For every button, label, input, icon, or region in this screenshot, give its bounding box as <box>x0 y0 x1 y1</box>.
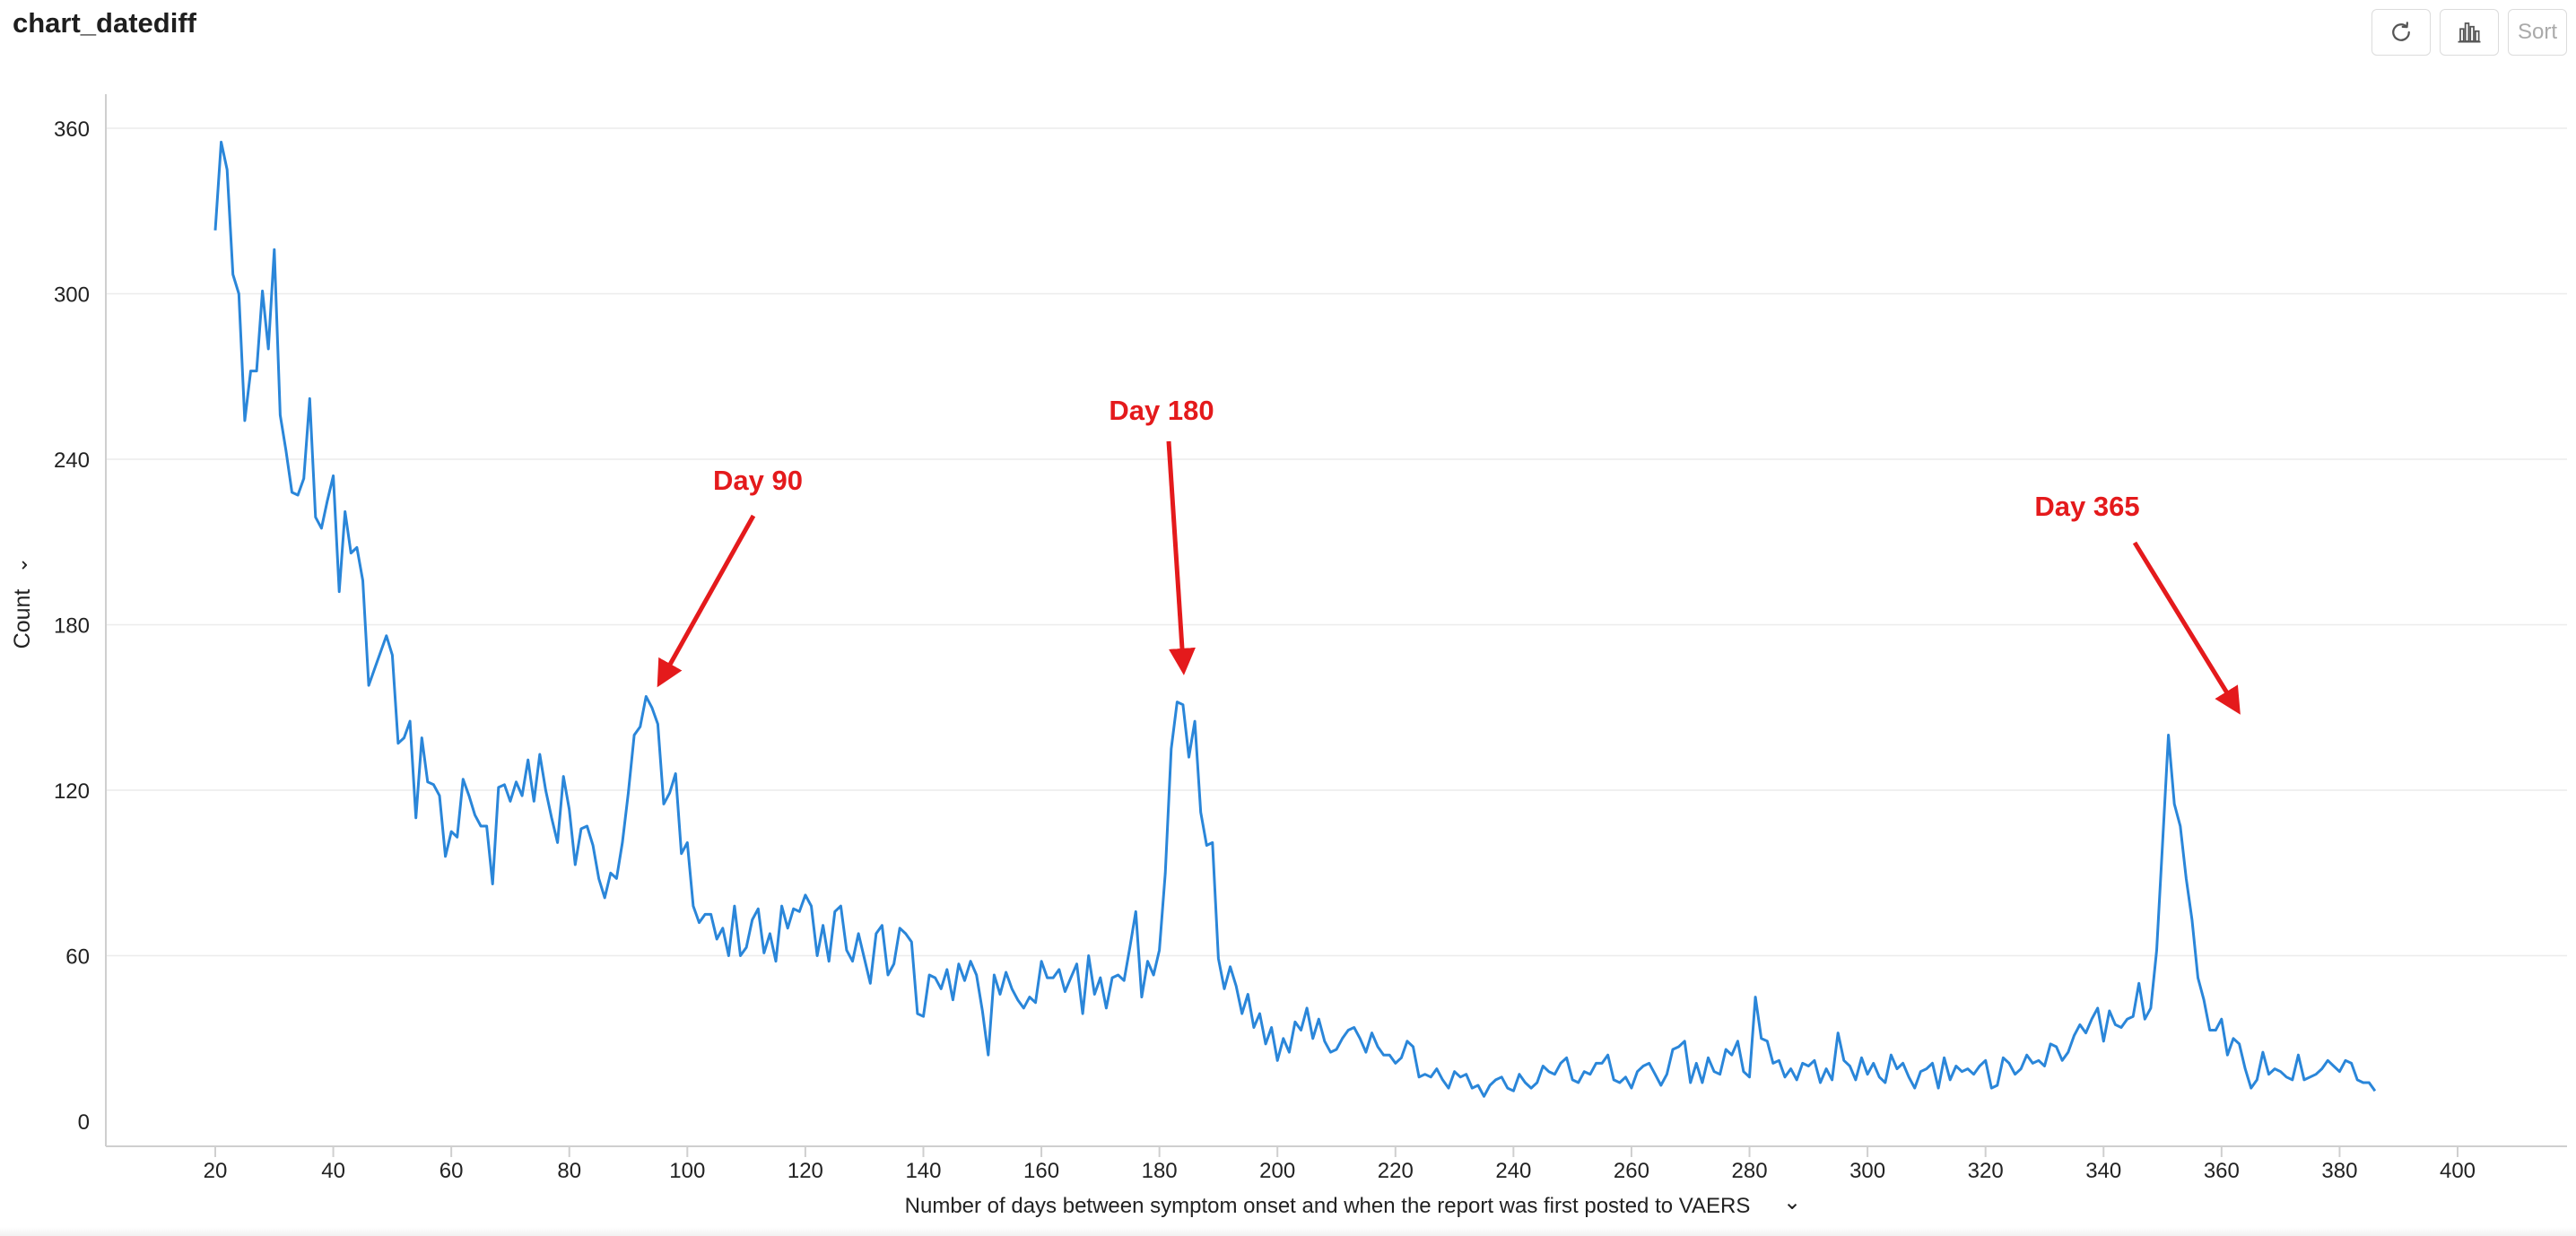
x-tick-label: 40 <box>321 1159 345 1183</box>
x-tick-label: 320 <box>1968 1159 2004 1183</box>
y-axis-chevron-icon[interactable]: ⌄ <box>9 557 31 573</box>
x-axis-label[interactable]: Number of days between symptom onset and… <box>905 1194 1751 1218</box>
annotation-label: Day 180 <box>1109 395 1214 426</box>
x-tick-label: 380 <box>2321 1159 2357 1183</box>
y-tick-label: 360 <box>54 118 90 142</box>
annotation-arrow <box>1166 440 1196 675</box>
y-tick-label: 240 <box>54 448 90 473</box>
y-axis-label[interactable]: Count <box>10 589 35 649</box>
x-tick-label: 260 <box>1614 1159 1649 1183</box>
x-tick-label: 220 <box>1378 1159 1414 1183</box>
y-tick-label: 300 <box>54 283 90 308</box>
x-axis-chevron-icon[interactable]: ⌄ <box>1783 1190 1801 1214</box>
x-tick-label: 20 <box>204 1159 228 1183</box>
x-tick-label: 160 <box>1023 1159 1059 1183</box>
x-tick-label: 360 <box>2204 1159 2240 1183</box>
y-tick-label: 120 <box>54 779 90 804</box>
x-tick-label: 180 <box>1142 1159 1178 1183</box>
bar-chart-icon <box>2458 22 2481 43</box>
bottom-edge <box>0 1227 2576 1236</box>
chart-title: chart_datediff <box>13 7 196 39</box>
x-tick-label: 240 <box>1495 1159 1531 1183</box>
x-tick-label: 60 <box>439 1159 464 1183</box>
y-tick-label: 180 <box>54 614 90 639</box>
annotation-label: Day 365 <box>2034 491 2139 522</box>
annotation-label: Day 90 <box>713 465 803 496</box>
x-tick-label: 100 <box>669 1159 705 1183</box>
chart-toolbar: Sort <box>2371 9 2576 56</box>
x-tick-label: 280 <box>1732 1159 1768 1183</box>
series-line <box>213 140 2377 1098</box>
y-tick-label: 0 <box>78 1110 90 1135</box>
annotation-arrow <box>657 514 756 688</box>
sort-button[interactable]: Sort <box>2508 9 2567 56</box>
annotation-arrow <box>2132 541 2241 715</box>
x-tick-label: 400 <box>2440 1159 2476 1183</box>
chart-type-button[interactable] <box>2440 9 2499 56</box>
x-tick-label: 80 <box>557 1159 581 1183</box>
refresh-button[interactable] <box>2371 9 2431 56</box>
x-tick-label: 140 <box>905 1159 941 1183</box>
refresh-icon <box>2392 22 2410 41</box>
x-tick-label: 340 <box>2085 1159 2121 1183</box>
y-tick-label: 60 <box>65 945 90 970</box>
x-tick-label: 200 <box>1259 1159 1295 1183</box>
x-tick-label: 120 <box>788 1159 823 1183</box>
x-tick-label: 300 <box>1849 1159 1885 1183</box>
